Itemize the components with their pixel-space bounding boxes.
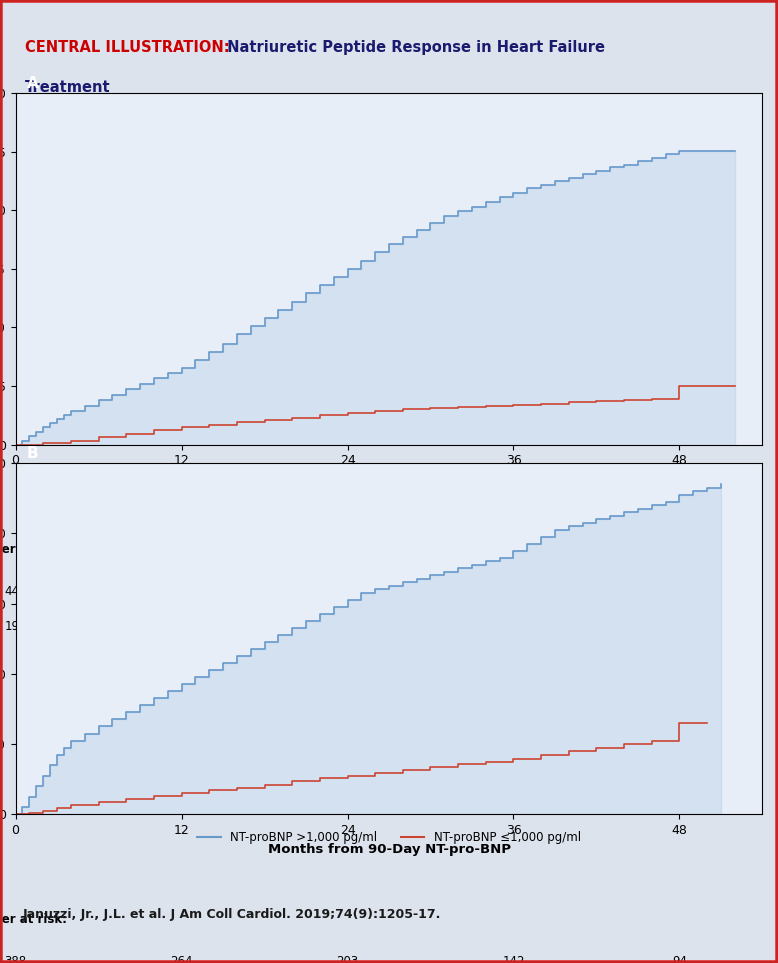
Text: 78: 78 bbox=[672, 620, 687, 633]
Text: Number at risk:: Number at risk: bbox=[0, 913, 67, 925]
Text: CENTRAL ILLUSTRATION:: CENTRAL ILLUSTRATION: bbox=[25, 40, 230, 55]
Text: 264: 264 bbox=[170, 955, 193, 963]
Text: 280: 280 bbox=[336, 586, 359, 598]
X-axis label: Months from 90-Day NT-pro-BNP: Months from 90-Day NT-pro-BNP bbox=[268, 473, 510, 485]
Text: 133: 133 bbox=[336, 620, 359, 633]
Text: 354: 354 bbox=[170, 586, 193, 598]
Text: 198: 198 bbox=[5, 620, 26, 633]
X-axis label: Months from 90-Day NT-pro-BNP: Months from 90-Day NT-pro-BNP bbox=[268, 843, 510, 855]
Text: Januzzi, Jr., J.L. et al. J Am Coll Cardiol. 2019;74(9):1205-17.: Januzzi, Jr., J.L. et al. J Am Coll Card… bbox=[23, 907, 441, 921]
Legend: NT-proBNP >1,000 pg/ml, NT-proBNP ≤1,000 pg/ml: NT-proBNP >1,000 pg/ml, NT-proBNP ≤1,000… bbox=[192, 826, 586, 849]
Text: 211: 211 bbox=[503, 586, 524, 598]
Text: Treatment: Treatment bbox=[25, 80, 110, 95]
Text: Natriuretic Peptide Response in Heart Failure: Natriuretic Peptide Response in Heart Fa… bbox=[223, 40, 605, 55]
Text: 142: 142 bbox=[503, 955, 524, 963]
Text: 94: 94 bbox=[672, 955, 687, 963]
Text: 440: 440 bbox=[5, 586, 26, 598]
Text: Number at risk:: Number at risk: bbox=[0, 543, 67, 556]
Text: 157: 157 bbox=[668, 586, 691, 598]
Text: 105: 105 bbox=[503, 620, 524, 633]
Text: 388: 388 bbox=[5, 955, 26, 963]
Text: 167: 167 bbox=[170, 620, 193, 633]
Text: 203: 203 bbox=[336, 955, 359, 963]
